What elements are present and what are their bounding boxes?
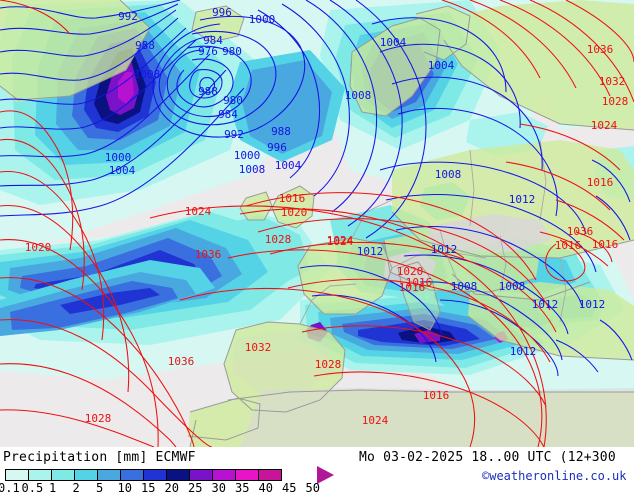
- legend-footer: Precipitation [mm] ECMWF Mo 03-02-2025 1…: [0, 447, 634, 495]
- isobar-label: 1004: [275, 159, 302, 172]
- isobar-label: 996: [212, 6, 232, 19]
- isobar-label: 1024: [327, 234, 354, 247]
- isobar-label: 1024: [327, 235, 354, 248]
- isobar-label: 1032: [245, 341, 272, 354]
- isobar-label: 1016: [587, 176, 614, 189]
- coastline-layer: [0, 0, 634, 447]
- color-scale-bar: [5, 469, 282, 481]
- color-swatch: [97, 469, 121, 481]
- isobar-label: 1012: [509, 193, 536, 206]
- isobar-label: 1024: [362, 414, 389, 427]
- isobar-label: 996: [267, 141, 287, 154]
- isobar-label: 1012: [579, 298, 606, 311]
- isobar-label: 1000: [234, 149, 261, 162]
- isobar-label: 1012: [532, 298, 559, 311]
- color-swatch: [143, 469, 167, 481]
- isobar-label: 984: [203, 34, 223, 47]
- isobar-label: 976: [198, 45, 218, 58]
- isobar-label: 1036: [587, 43, 614, 56]
- isobar-label: 992: [118, 10, 138, 23]
- color-scale-tick: 1: [49, 481, 57, 495]
- isobar-label: 1028: [85, 412, 112, 425]
- color-scale-tick: 0.5: [21, 481, 44, 495]
- isobar-label: 988: [271, 125, 291, 138]
- color-scale-tick: 35: [235, 481, 250, 495]
- color-swatch: [5, 469, 29, 481]
- isobar-label: 1000: [249, 13, 276, 26]
- color-swatch: [166, 469, 190, 481]
- isobar-label: 1004: [109, 164, 136, 177]
- isobar-high-group: [0, 0, 634, 447]
- color-scale-tick: 15: [141, 481, 156, 495]
- isobar-label: 1008: [435, 168, 462, 181]
- isobar-label: 1028: [265, 233, 292, 246]
- isobar-label: 992: [224, 128, 244, 141]
- color-scale-tick: 2: [72, 481, 80, 495]
- color-scale-tick: 45: [282, 481, 297, 495]
- color-scale-tick: 20: [164, 481, 179, 495]
- forecast-timestamp: Mo 03-02-2025 18..00 UTC (12+300: [359, 450, 616, 465]
- isobar-label: 980: [223, 94, 243, 107]
- isobar-label: 1016: [555, 239, 582, 252]
- isobar-label: 1036: [567, 225, 594, 238]
- color-scale-tick: 5: [96, 481, 104, 495]
- isobar-label: 1024: [591, 119, 618, 132]
- color-scale-overflow-arrow: [317, 466, 334, 484]
- isobar-label: 988: [135, 39, 155, 52]
- isobar-label: 1016: [592, 238, 619, 251]
- isobar-label: 1032: [599, 75, 626, 88]
- color-scale-tick: 30: [211, 481, 226, 495]
- color-swatch: [189, 469, 213, 481]
- precipitation-map[interactable]: 992 996 1000 988 984 976 980 988 980 984 992 988 996…: [0, 0, 634, 447]
- isobar-label: 1000: [105, 151, 132, 164]
- copyright-credit: ©weatheronline.co.uk: [482, 469, 627, 483]
- isobar-label: 1036: [195, 248, 222, 261]
- isobar-label: 1020: [25, 241, 52, 254]
- isobar-label: 1016: [423, 389, 450, 402]
- color-scale-tick: 25: [188, 481, 203, 495]
- isobar-label: 1012: [357, 245, 384, 258]
- isobar-label: 1016: [406, 276, 433, 289]
- color-swatch: [235, 469, 259, 481]
- isobar-label: 1012: [510, 345, 537, 358]
- legend-title: Precipitation [mm] ECMWF: [3, 450, 196, 465]
- isobar-label: 1028: [602, 95, 629, 108]
- isobar-label: 1008: [499, 280, 526, 293]
- isobar-label: 1008: [451, 280, 478, 293]
- color-scale-ticks: 0.1 0.5 1 2 5 10 15 20 25 30 35 40 45 50: [0, 481, 340, 495]
- isobar-label: 1008: [134, 68, 161, 81]
- color-swatch: [120, 469, 144, 481]
- isobar-label: 1008: [345, 89, 372, 102]
- color-swatch: [28, 469, 52, 481]
- grey-terrain-layer: [232, 214, 634, 447]
- isobar-label: 1036: [168, 355, 195, 368]
- isobar-label: 1016: [279, 192, 306, 205]
- isobar-label: 1028: [315, 358, 342, 371]
- isobar-label: 1012: [431, 243, 458, 256]
- color-scale-tick: 10: [117, 481, 132, 495]
- isobar-label: 980: [222, 45, 242, 58]
- isobar-label: 1008: [239, 163, 266, 176]
- isobar-label: 984: [218, 108, 238, 121]
- isobar-label: 1016: [399, 281, 426, 294]
- color-swatch: [258, 469, 282, 481]
- color-scale-tick: 0.1: [0, 481, 20, 495]
- color-scale-tick: 40: [258, 481, 273, 495]
- isobar-label: 1020: [281, 206, 308, 219]
- color-swatch: [51, 469, 75, 481]
- isobar-label: 1020: [397, 265, 424, 278]
- color-scale-tick: 50: [305, 481, 320, 495]
- isobar-label: 1004: [380, 36, 407, 49]
- isobar-label: 1024: [185, 205, 212, 218]
- isobar-label: 1004: [428, 59, 455, 72]
- isobar-label: 988: [198, 85, 218, 98]
- color-swatch: [212, 469, 236, 481]
- color-swatch: [74, 469, 98, 481]
